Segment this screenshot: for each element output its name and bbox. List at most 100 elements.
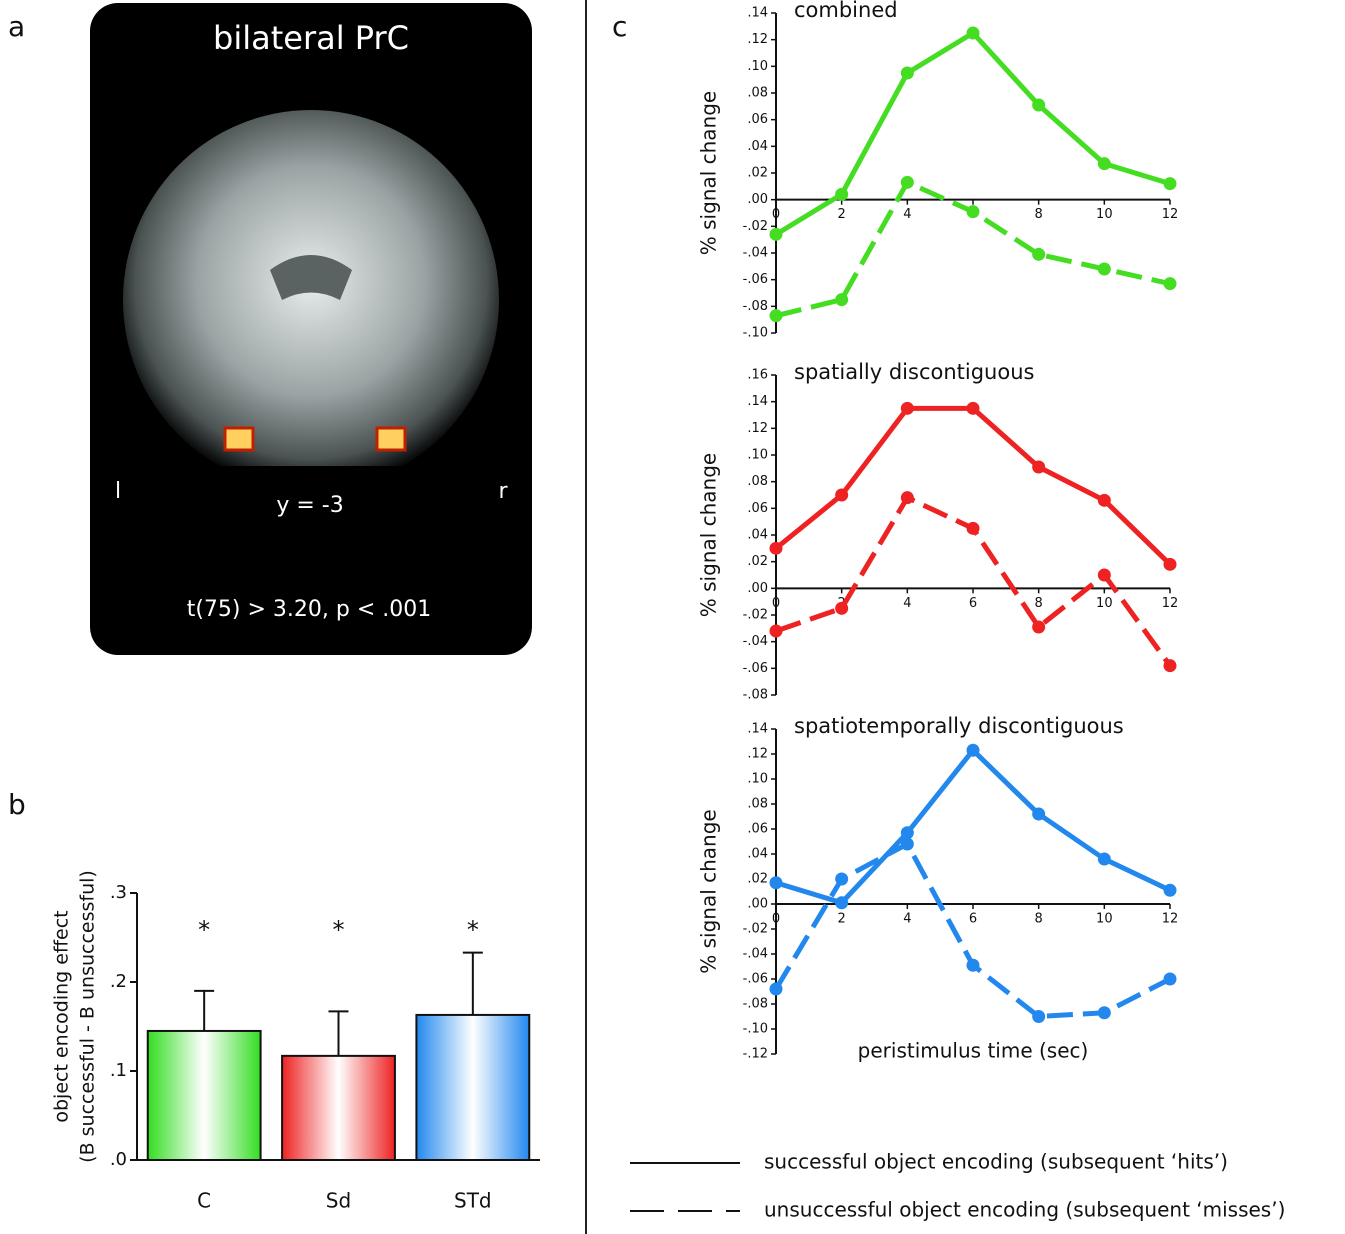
y-axis-label: % signal change xyxy=(697,809,721,973)
x-tick-label: 4 xyxy=(903,596,911,611)
y-tick-label: .02 xyxy=(747,554,768,569)
annotation: * xyxy=(198,916,210,944)
x-tick-label: 0 xyxy=(772,596,780,611)
y-tick-label: .08 xyxy=(747,474,768,489)
data-point xyxy=(769,876,783,890)
y-tick-label: .00 xyxy=(747,192,768,207)
x-tick-label: 10 xyxy=(1096,207,1113,222)
threshold-label: t(75) > 3.20, p < .001 xyxy=(187,597,432,622)
y-tick-label: -.06 xyxy=(743,272,768,287)
data-point xyxy=(835,601,849,615)
annotation: * xyxy=(467,916,479,944)
data-point xyxy=(769,227,783,241)
y-axis-label: % signal change xyxy=(697,453,721,617)
data-point xyxy=(1097,157,1111,171)
data-point xyxy=(835,896,849,910)
brain-panel: bilateral PrC l r y = -3 t(75) > 3.20, p… xyxy=(90,3,532,655)
x-tick-label: 12 xyxy=(1162,207,1179,222)
data-point xyxy=(966,26,980,40)
brain-slice xyxy=(123,110,499,490)
x-tick-label: 8 xyxy=(1035,912,1043,927)
data-point xyxy=(835,872,849,886)
image-mask xyxy=(103,466,520,506)
data-point xyxy=(1097,568,1111,582)
x-tick-label: Sd xyxy=(326,1189,351,1213)
y-tick-label: .00 xyxy=(747,897,768,912)
x-tick-label: 2 xyxy=(838,912,846,927)
y-tick-label: -.08 xyxy=(743,688,768,703)
x-tick-label: 12 xyxy=(1162,912,1179,927)
bar xyxy=(415,1013,531,1161)
y-tick-label: .14 xyxy=(747,6,768,21)
data-point xyxy=(1163,277,1177,291)
bar xyxy=(146,1029,262,1161)
activation xyxy=(375,426,407,452)
data-point xyxy=(966,205,980,219)
y-tick-label: .04 xyxy=(747,139,768,154)
data-point xyxy=(769,982,783,996)
activation xyxy=(223,426,255,452)
x-tick-label: 0 xyxy=(772,207,780,222)
data-point xyxy=(900,491,914,505)
y-tick-label: .04 xyxy=(747,847,768,862)
y-tick-label: .0 xyxy=(110,1149,127,1170)
y-tick-label: -.04 xyxy=(743,634,768,649)
y-axis-label: % signal change xyxy=(697,91,721,255)
y-tick-label: .14 xyxy=(747,394,768,409)
x-tick-label: 10 xyxy=(1096,596,1113,611)
x-tick-label: C xyxy=(197,1189,211,1213)
x-tick-label: 6 xyxy=(969,596,977,611)
annotation: * xyxy=(333,916,345,944)
data-point xyxy=(1163,972,1177,986)
data-point xyxy=(1032,1010,1046,1023)
y-tick-label: -.06 xyxy=(743,661,768,676)
legend-label: successful object encoding (subsequent ‘… xyxy=(764,1150,1228,1174)
y-tick-label: -.04 xyxy=(743,947,768,962)
y-tick-label: .02 xyxy=(747,166,768,181)
y-tick-label: .12 xyxy=(747,32,768,47)
data-point xyxy=(1163,557,1177,571)
y-tick-label: -.02 xyxy=(743,608,768,623)
data-point xyxy=(835,488,849,502)
data-point xyxy=(1097,262,1111,276)
panel-title: bilateral PrC xyxy=(213,19,409,57)
data-point xyxy=(966,521,980,535)
y-tick-label: .2 xyxy=(110,971,127,992)
y-tick-label: .12 xyxy=(747,747,768,762)
data-point xyxy=(1097,493,1111,507)
data-point xyxy=(1032,807,1046,821)
data-point xyxy=(900,401,914,415)
y-tick-label: -.10 xyxy=(743,326,768,341)
y-tick-label: .08 xyxy=(747,797,768,812)
data-point xyxy=(900,837,914,851)
chart-title: combined xyxy=(794,0,898,22)
solid-line xyxy=(775,747,1172,906)
data-point xyxy=(1163,177,1177,191)
x-tick-label: 4 xyxy=(903,207,911,222)
bar xyxy=(281,1054,396,1161)
chart-title: spatially discontiguous xyxy=(794,360,1034,384)
dashed-line xyxy=(773,841,1172,1019)
orientation-label: r xyxy=(498,479,508,504)
data-point xyxy=(835,187,849,201)
y-tick-label: -.08 xyxy=(743,299,768,314)
y-tick-label: .16 xyxy=(747,368,768,383)
data-point xyxy=(1032,620,1046,634)
legend-label: unsuccessful object encoding (subsequent… xyxy=(764,1198,1285,1222)
panel-label: c xyxy=(612,10,627,43)
data-point xyxy=(1097,1006,1111,1020)
slice-label: y = -3 xyxy=(276,493,343,518)
x-tick-label: 8 xyxy=(1035,596,1043,611)
orientation-label: l xyxy=(115,479,121,504)
y-tick-label: .3 xyxy=(110,882,127,903)
y-tick-label: .10 xyxy=(747,448,768,463)
y-tick-label: -.12 xyxy=(743,1047,768,1062)
y-axis-label: (B successful - B unsuccessful) xyxy=(77,870,99,1163)
x-tick-label: STd xyxy=(454,1189,492,1213)
x-tick-label: 12 xyxy=(1162,596,1179,611)
data-point xyxy=(1032,460,1046,474)
y-tick-label: .02 xyxy=(747,872,768,887)
x-tick-label: 2 xyxy=(838,207,846,222)
data-point xyxy=(900,66,914,80)
x-tick-label: 4 xyxy=(903,912,911,927)
